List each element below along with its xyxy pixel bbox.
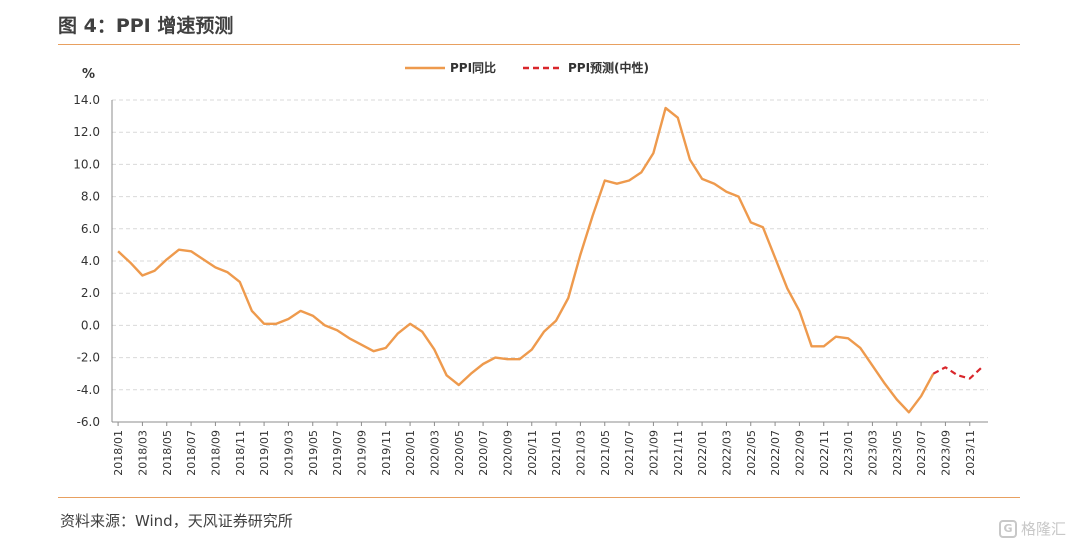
y-tick-label: 10.0: [73, 157, 100, 171]
x-tick-label: 2022/03: [720, 430, 733, 476]
x-tick-label: 2019/09: [355, 430, 368, 476]
x-tick-label: 2022/05: [745, 430, 758, 476]
series-lines: [117, 106, 983, 414]
y-tick-labels: 14.0 12.0 10.0 8.0 6.0 4.0 2.0 0.0 -2.0 -4.0 -6.0: [73, 93, 100, 429]
y-tick-label: -4.0: [77, 383, 100, 397]
y-tick-label: 0.0: [81, 318, 100, 332]
y-tick-label: 12.0: [73, 125, 100, 139]
y-axis-unit: %: [82, 67, 95, 82]
x-tick-label: 2018/11: [234, 430, 247, 476]
x-tick-labels: 2018/01 2018/03 2018/05 2018/07 2018/09 2018/…: [112, 422, 977, 476]
x-tick-label: 2023/01: [842, 430, 855, 476]
x-tick-label: 2018/03: [136, 430, 149, 476]
x-tick-label: 2020/05: [453, 430, 466, 476]
x-tick-label: 2021/09: [647, 430, 660, 476]
x-tick-label: 2019/01: [258, 430, 271, 476]
x-tick-label: 2018/09: [209, 430, 222, 476]
x-tick-label: 2023/11: [964, 430, 977, 476]
y-tick-label: 6.0: [81, 222, 100, 236]
x-tick-label: 2023/03: [866, 430, 879, 476]
x-tick-label: 2021/03: [574, 430, 587, 476]
series-line-forecast: [932, 366, 983, 380]
x-tick-label: 2022/07: [769, 430, 782, 476]
y-tick-label: 14.0: [73, 93, 100, 107]
x-tick-label: 2020/07: [477, 430, 490, 476]
x-tick-label: 2018/05: [161, 430, 174, 476]
x-tick-label: 2019/07: [331, 430, 344, 476]
y-tick-label: 2.0: [81, 286, 100, 300]
chart-title: 图 4：PPI 增速预测: [58, 15, 234, 37]
y-tick-label: -6.0: [77, 415, 100, 429]
series-line-actual: [117, 106, 935, 414]
x-tick-label: 2020/11: [526, 430, 539, 476]
watermark-text: 格隆汇: [1020, 520, 1066, 538]
y-tick-label: 4.0: [81, 254, 100, 268]
x-tick-label: 2020/03: [428, 430, 441, 476]
x-tick-label: 2023/09: [939, 430, 952, 476]
watermark-logo-icon: G: [998, 519, 1017, 538]
x-tick-label: 2021/01: [550, 430, 563, 476]
x-tick-label: 2022/09: [793, 430, 806, 476]
x-tick-label: 2023/05: [891, 430, 904, 476]
bottom-rule: [58, 497, 1020, 498]
x-tick-label: 2020/09: [501, 430, 514, 476]
watermark: G 格隆汇: [998, 518, 1066, 539]
y-tick-label: -2.0: [77, 351, 100, 365]
top-rule: [58, 44, 1020, 45]
legend-label-1: PPI预测(中性): [568, 60, 649, 75]
gridlines: [112, 99, 988, 391]
x-tick-label: 2018/01: [112, 430, 125, 476]
x-tick-label: 2020/01: [404, 430, 417, 476]
source-note: 资料来源：Wind，天风证券研究所: [60, 512, 293, 530]
legend-label-0: PPI同比: [450, 60, 496, 75]
legend: PPI同比 PPI预测(中性): [405, 60, 649, 75]
x-tick-label: 2021/05: [599, 430, 612, 476]
x-tick-label: 2021/11: [672, 430, 685, 476]
x-tick-label: 2019/03: [282, 430, 295, 476]
x-tick-label: 2022/11: [818, 430, 831, 476]
axes: [111, 100, 988, 423]
x-tick-label: 2022/01: [696, 430, 709, 476]
x-tick-label: 2019/11: [380, 430, 393, 476]
x-tick-label: 2021/07: [623, 430, 636, 476]
x-tick-label: 2018/07: [185, 430, 198, 476]
y-tick-label: 8.0: [81, 190, 100, 204]
x-tick-label: 2023/07: [915, 430, 928, 476]
x-tick-label: 2019/05: [307, 430, 320, 476]
